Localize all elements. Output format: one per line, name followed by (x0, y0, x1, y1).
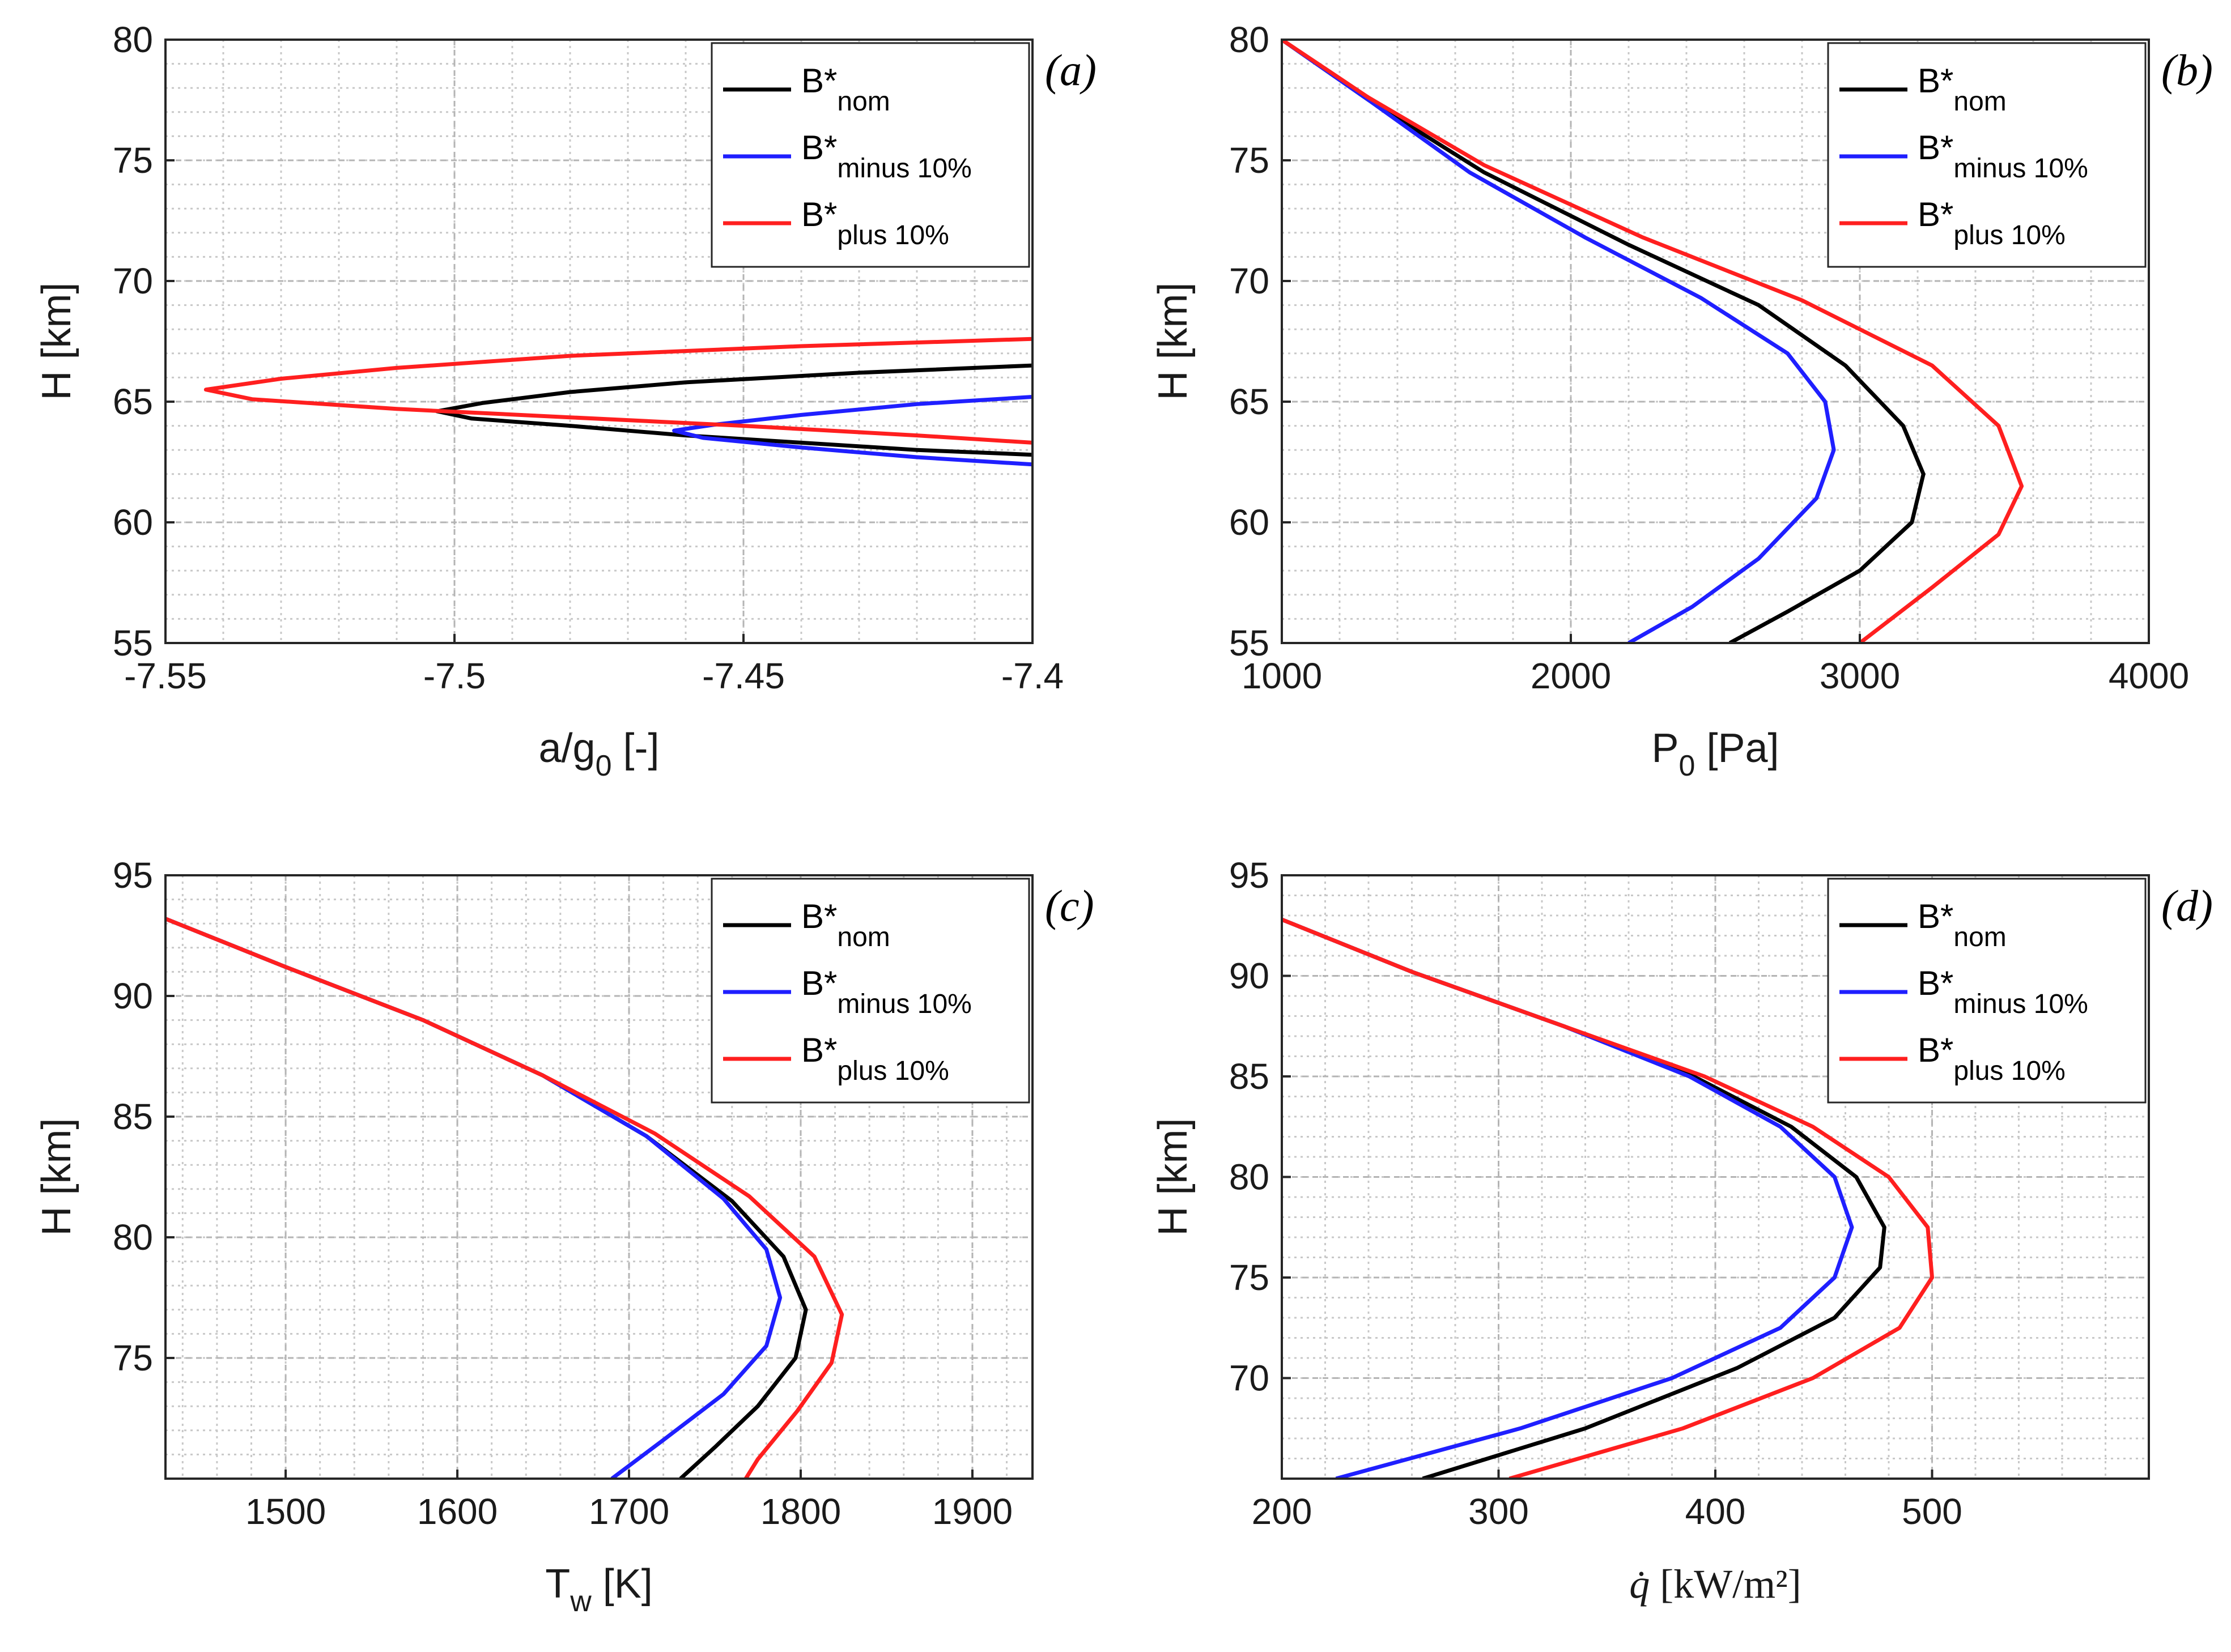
y-tick-label: 90 (113, 976, 153, 1016)
x-tick-label: 200 (1252, 1491, 1312, 1532)
panel-letter: (d) (2161, 881, 2213, 930)
chart-panel: 1500 1600 1700 1800 1900 75 80 85 90 95 H [km] Tw [… (34, 855, 1094, 1618)
x-axis-label: q̇ [kW/m²] (1629, 1561, 1801, 1607)
y-axis-label: H [km] (1150, 283, 1196, 401)
x-tick-label: 400 (1685, 1491, 1746, 1532)
x-tick-label: 1900 (932, 1491, 1013, 1532)
series-line (672, 395, 1032, 467)
legend-label: B*plus 10% (801, 195, 949, 250)
x-tick-label: -7.4 (1001, 655, 1064, 696)
x-tick-label: 1800 (760, 1491, 841, 1532)
y-tick-label: 85 (1229, 1056, 1269, 1097)
legend: B*nom B*minus 10% B*plus 10% (711, 42, 1030, 268)
legend-label: B*nom (1918, 62, 2007, 117)
legend-label: B*nom (1918, 897, 2007, 952)
x-tick-label: 3000 (1820, 655, 1900, 696)
y-axis-label: H [km] (34, 283, 79, 401)
y-tick-label: 60 (1229, 502, 1269, 543)
x-tick-label: 2000 (1531, 655, 1611, 696)
y-tick-label: 80 (113, 19, 153, 60)
legend: B*nom B*minus 10% B*plus 10% (1827, 878, 2147, 1104)
legend-label: B*nom (801, 62, 890, 117)
y-tick-label: 60 (113, 502, 153, 543)
x-tick-label: -7.55 (124, 655, 207, 696)
x-axis-label: P0 [Pa] (1651, 726, 1779, 782)
legend-label: B*plus 10% (801, 1031, 949, 1086)
series-line (1282, 40, 1836, 643)
x-tick-label: 4000 (2109, 655, 2189, 696)
axes-box (164, 39, 1034, 644)
legend-label: B*minus 10% (1918, 129, 2088, 184)
y-tick-label: 75 (1229, 1257, 1269, 1298)
x-tick-label: -7.5 (423, 655, 486, 696)
legend-label: B*minus 10% (801, 129, 972, 184)
x-tick-label: -7.45 (702, 655, 785, 696)
series-line (165, 917, 844, 1479)
x-tick-label: 1500 (245, 1491, 326, 1532)
y-tick-label: 75 (113, 140, 153, 181)
y-tick-label: 55 (113, 623, 153, 663)
legend-label: B*plus 10% (1918, 195, 2066, 250)
y-tick-label: 95 (1229, 855, 1269, 896)
axes-box (164, 874, 1034, 1480)
panel-letter: (c) (1045, 881, 1094, 930)
chart-panel: 200 300 400 500 70 75 80 85 90 95 H [km] q̇ [kW/m²]… (1150, 855, 2213, 1607)
panels: -7.55 -7.5 -7.45 -7.4 55 60 65 70 75 80 H [km] a/g0… (34, 19, 2213, 1618)
x-tick-label: 1600 (417, 1491, 498, 1532)
chart-panel: -7.55 -7.5 -7.45 -7.4 55 60 65 70 75 80 H [km] a/g0… (34, 19, 1097, 782)
chart-panel: 1000 2000 3000 4000 55 60 65 70 75 80 H [km] P0 [Pa… (1150, 19, 2213, 782)
y-tick-label: 80 (1229, 19, 1269, 60)
y-tick-label: 55 (1229, 623, 1269, 663)
series-line (1282, 40, 1926, 643)
series-line (1282, 917, 1934, 1479)
legend-label: B*minus 10% (801, 964, 972, 1019)
x-tick-label: 500 (1902, 1491, 1962, 1532)
panel-letter: (a) (1045, 45, 1097, 95)
y-tick-label: 65 (1229, 381, 1269, 422)
y-tick-label: 70 (113, 261, 153, 301)
x-axis-label: a/g0 [-] (538, 726, 659, 782)
y-tick-label: 70 (1229, 1358, 1269, 1399)
x-tick-label: 300 (1468, 1491, 1529, 1532)
y-tick-label: 95 (113, 855, 153, 896)
y-tick-label: 80 (113, 1217, 153, 1258)
x-tick-label: 1000 (1242, 655, 1322, 696)
legend-label: B*minus 10% (1918, 964, 2088, 1019)
y-axis-label: H [km] (34, 1118, 79, 1236)
legend: B*nom B*minus 10% B*plus 10% (1827, 42, 2147, 268)
y-tick-label: 80 (1229, 1157, 1269, 1198)
series-line (1282, 40, 2024, 643)
series-line (203, 337, 1032, 445)
y-tick-label: 65 (113, 381, 153, 422)
y-tick-label: 75 (113, 1338, 153, 1378)
legend-label: B*plus 10% (1918, 1031, 2066, 1086)
legend: B*nom B*minus 10% B*plus 10% (711, 878, 1030, 1104)
legend-box (1827, 878, 2147, 1104)
series-line (435, 363, 1032, 457)
y-tick-label: 75 (1229, 140, 1269, 181)
y-axis-label: H [km] (1150, 1118, 1196, 1236)
x-axis-label: Tw [K] (545, 1561, 653, 1618)
axes-box (1281, 39, 2150, 644)
y-tick-label: 70 (1229, 261, 1269, 301)
panel-letter: (b) (2161, 45, 2213, 95)
legend-label: B*nom (801, 897, 890, 952)
x-tick-label: 1700 (589, 1491, 669, 1532)
y-tick-label: 90 (1229, 956, 1269, 997)
y-tick-label: 85 (113, 1096, 153, 1137)
